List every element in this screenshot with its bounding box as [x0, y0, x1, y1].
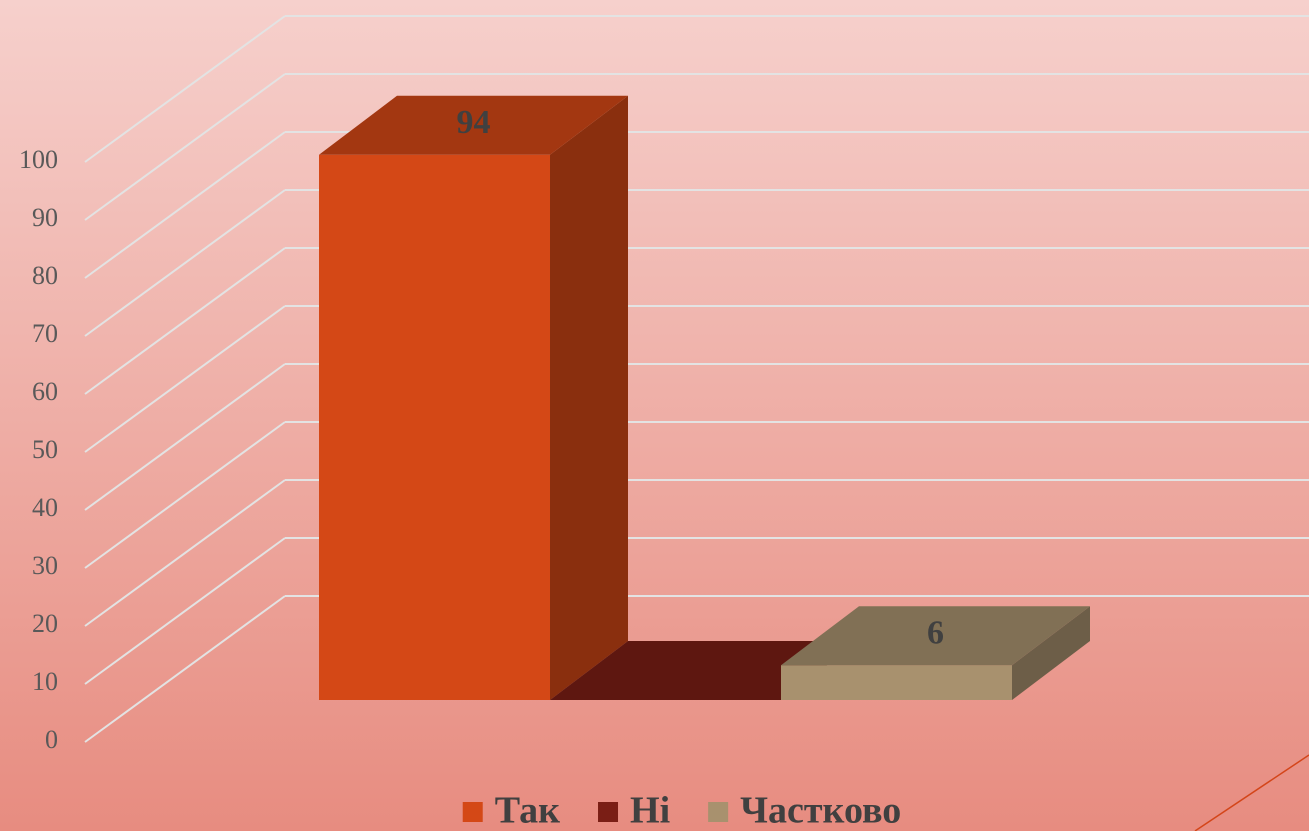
y-tick-label: 40 — [32, 493, 58, 522]
y-tick-label: 90 — [32, 203, 58, 232]
y-tick-label: 70 — [32, 319, 58, 348]
grid-line-side — [84, 363, 286, 511]
data-label: 6 — [927, 614, 944, 651]
data-label: 94 — [457, 104, 491, 141]
grid-line-side — [84, 15, 286, 163]
y-tick-label: 10 — [32, 667, 58, 696]
legend-swatch — [708, 802, 729, 822]
legend-swatch — [462, 802, 483, 822]
y-tick-label: 30 — [32, 551, 58, 580]
y-tick-label: 60 — [32, 377, 58, 406]
grid-line-side — [84, 595, 286, 743]
bar-top — [781, 606, 1090, 666]
grid-line-side — [84, 73, 286, 221]
bar-top — [319, 95, 628, 155]
grid-line-side — [84, 131, 286, 279]
grid-line-side — [84, 537, 286, 685]
grid-line-side — [84, 189, 286, 337]
grid-line-side — [84, 479, 286, 627]
y-tick-label: 50 — [32, 435, 58, 464]
y-tick-label: 20 — [32, 609, 58, 638]
legend-label: Так — [495, 790, 560, 831]
grid-line-side — [84, 305, 286, 453]
grid-line-side — [84, 421, 286, 569]
legend-label: Частково — [740, 790, 901, 831]
bar-front — [781, 665, 1012, 700]
y-tick-label: 100 — [19, 145, 58, 174]
bar-front — [319, 154, 550, 701]
bar-side — [1012, 606, 1090, 700]
y-tick-label: 80 — [32, 261, 58, 290]
y-tick-label: 0 — [45, 725, 58, 754]
grid-line-side — [84, 247, 286, 395]
legend-swatch — [598, 802, 619, 822]
bar-side — [550, 95, 628, 701]
legend-label: Ні — [630, 790, 670, 831]
decor-line — [1194, 754, 1309, 831]
